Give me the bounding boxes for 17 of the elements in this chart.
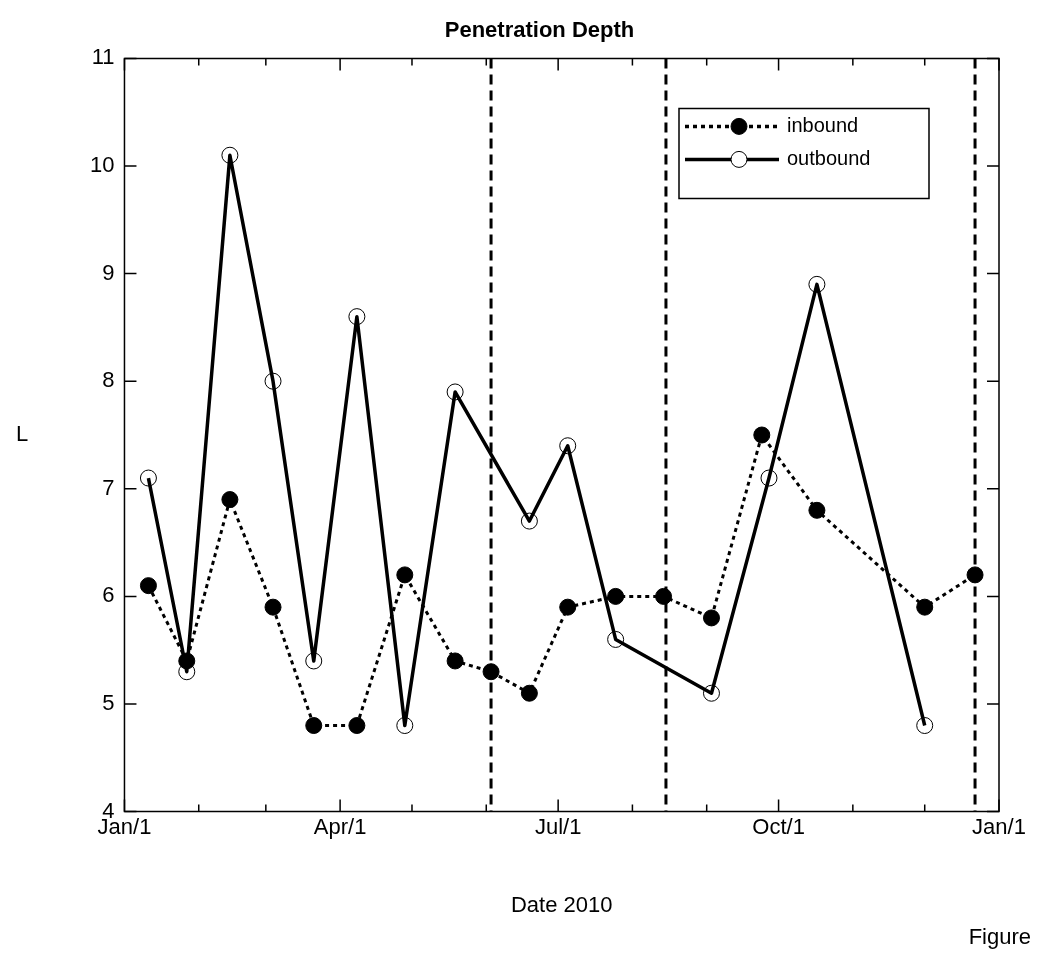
- x-tick-label: Jul/1: [534, 813, 582, 839]
- x-tick-label: Apr/1: [313, 813, 367, 839]
- y-tick-label: 8: [102, 367, 115, 393]
- legend-label: inbound: [787, 113, 859, 136]
- x-tick-label: Jan/1: [972, 813, 1026, 839]
- y-tick-label: 6: [102, 582, 115, 608]
- x-tick-label: Oct/1: [752, 813, 805, 839]
- y-tick-label: 5: [102, 690, 115, 716]
- y-tick-label: 7: [102, 474, 115, 500]
- y-tick-label: 11: [91, 44, 115, 70]
- legend-label: outbound: [787, 146, 871, 169]
- text: Figure: [968, 924, 1031, 950]
- y-tick-label: 10: [89, 152, 115, 178]
- chart-title: Penetration Depth: [444, 17, 635, 43]
- y-tick-label: 9: [102, 259, 115, 285]
- x-axis-title: Date 2010: [510, 892, 613, 918]
- y-axis-title: L: [15, 421, 29, 447]
